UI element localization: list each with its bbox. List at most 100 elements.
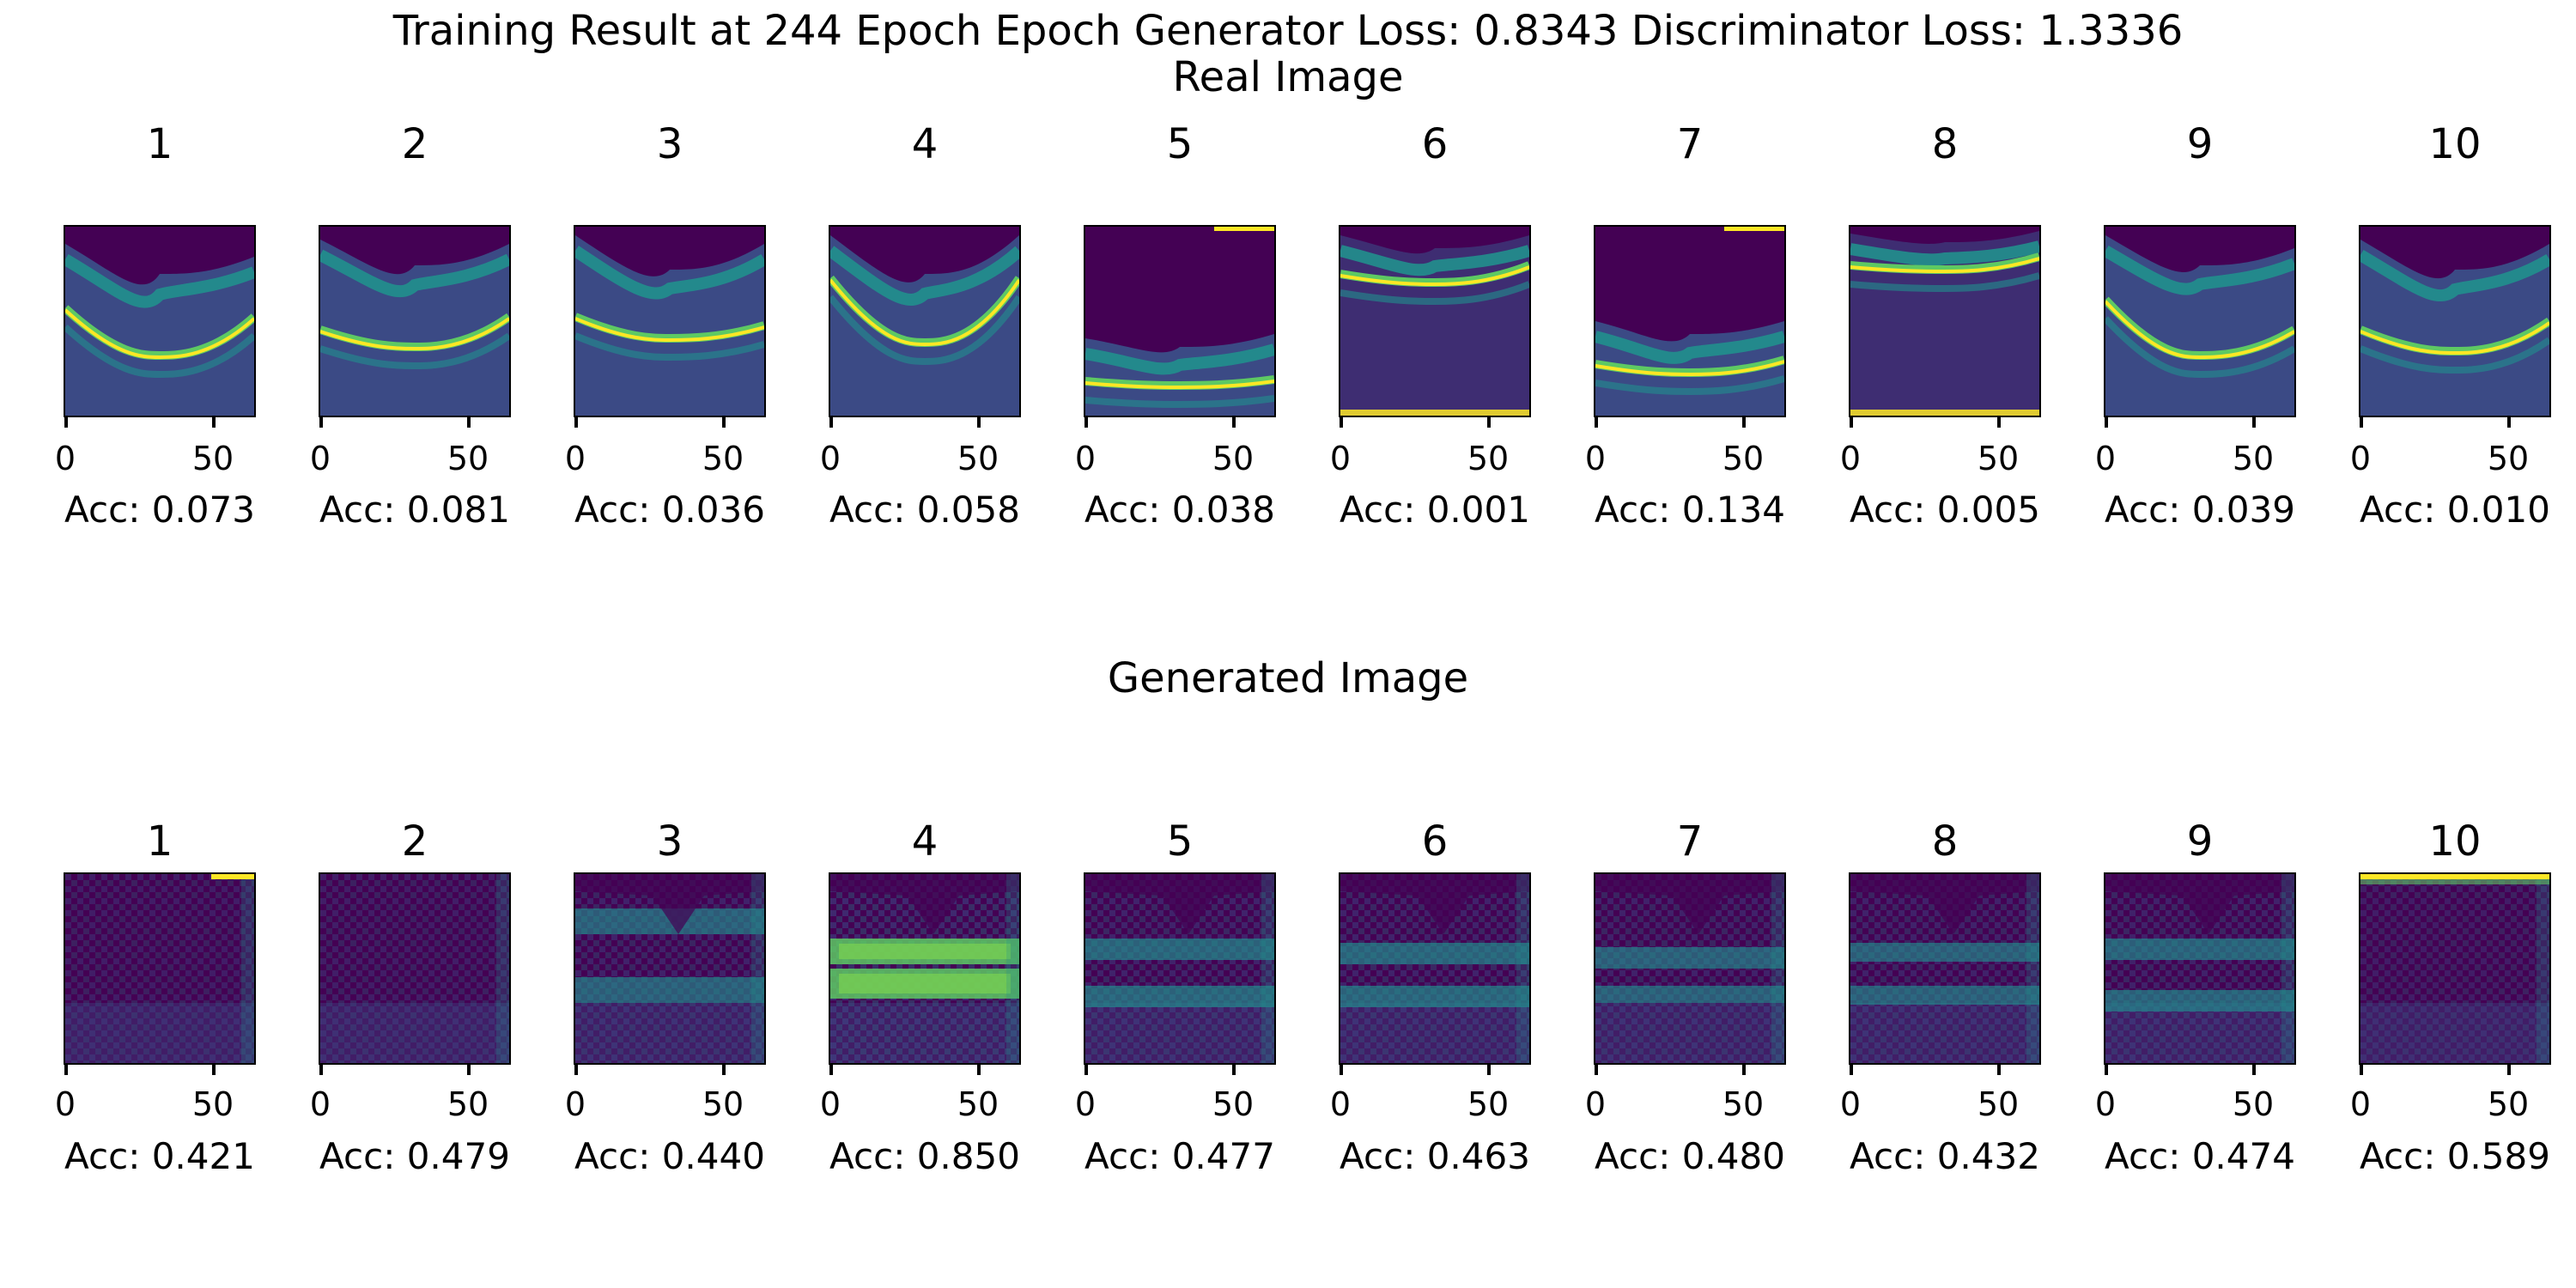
accuracy-label: Acc: 0.477: [1084, 1135, 1275, 1177]
generated-image-panel: [829, 872, 1021, 1065]
oct-scan-image: [320, 227, 509, 416]
real-image-panel: [1339, 225, 1531, 417]
x-axis-tick: [977, 417, 981, 428]
x-tick-label: 50: [2232, 1085, 2275, 1123]
x-tick-label: 0: [2349, 440, 2372, 477]
generated-scan-image: [830, 874, 1019, 1063]
x-axis-tick: [1487, 1065, 1491, 1075]
accuracy-label: Acc: 0.432: [1850, 1135, 2040, 1177]
x-axis-tick: [1084, 417, 1088, 428]
x-tick-label: 0: [1584, 440, 1607, 477]
x-axis-tick: [1340, 417, 1343, 428]
x-tick-label: 0: [1074, 440, 1097, 477]
x-tick-label: 0: [2094, 1085, 2117, 1123]
real-image-panel: [319, 225, 511, 417]
x-axis-tick: [64, 417, 68, 428]
x-tick-label: 50: [2487, 1085, 2530, 1123]
real-image-panel: [1849, 225, 2041, 417]
x-axis-tick: [574, 417, 578, 428]
generated-image-panel: [2104, 872, 2296, 1065]
generated-scan-image: [2360, 874, 2549, 1063]
panel-number: 10: [2428, 817, 2482, 866]
accuracy-label: Acc: 0.474: [2105, 1135, 2295, 1177]
accuracy-label: Acc: 0.038: [1084, 489, 1275, 531]
panel-number: 7: [1676, 120, 1704, 168]
panel-number: 8: [1931, 817, 1959, 866]
accuracy-label: Acc: 0.073: [64, 489, 255, 531]
real-image-panel: [2104, 225, 2296, 417]
panel-number: 7: [1676, 817, 1704, 866]
panel-number: 5: [1166, 120, 1194, 168]
panel-number: 3: [656, 817, 683, 866]
x-axis-tick: [829, 1065, 833, 1075]
panel-number: 2: [401, 817, 428, 866]
x-tick-label: 0: [54, 1085, 76, 1123]
x-axis-tick: [2105, 1065, 2108, 1075]
oct-scan-image: [1850, 227, 2039, 416]
oct-scan-image: [830, 227, 1019, 416]
x-tick-label: 0: [819, 440, 841, 477]
accuracy-label: Acc: 0.850: [829, 1135, 1020, 1177]
x-axis-tick: [1742, 1065, 1746, 1075]
accuracy-label: Acc: 0.036: [574, 489, 765, 531]
x-axis-tick: [1340, 1065, 1343, 1075]
oct-scan-image: [1340, 227, 1529, 416]
accuracy-label: Acc: 0.440: [574, 1135, 765, 1177]
x-tick-label: 0: [564, 440, 586, 477]
x-tick-label: 0: [1839, 1085, 1862, 1123]
x-tick-label: 0: [309, 1085, 331, 1123]
panel-number: 5: [1166, 817, 1194, 866]
panel-number: 3: [656, 120, 683, 168]
panel-number: 1: [146, 817, 173, 866]
panel-number: 9: [2186, 120, 2214, 168]
generated-image-panel: [1084, 872, 1276, 1065]
x-axis-tick: [2252, 1065, 2256, 1075]
x-tick-label: 50: [191, 440, 234, 477]
generated-scan-image: [65, 874, 254, 1063]
x-tick-label: 50: [702, 1085, 744, 1123]
x-tick-label: 0: [1329, 1085, 1352, 1123]
x-tick-label: 50: [957, 440, 999, 477]
x-tick-label: 50: [1212, 1085, 1255, 1123]
accuracy-label: Acc: 0.589: [2360, 1135, 2550, 1177]
x-tick-label: 50: [1467, 440, 1510, 477]
generated-scan-image: [320, 874, 509, 1063]
generated-scan-image: [1850, 874, 2039, 1063]
accuracy-label: Acc: 0.421: [64, 1135, 255, 1177]
x-tick-label: 0: [2349, 1085, 2372, 1123]
x-tick-label: 0: [309, 440, 331, 477]
x-tick-label: 0: [564, 1085, 586, 1123]
generated-scan-image: [575, 874, 764, 1063]
x-axis-tick: [722, 1065, 726, 1075]
x-tick-label: 50: [1212, 440, 1255, 477]
panel-number: 4: [911, 120, 939, 168]
accuracy-label: Acc: 0.480: [1595, 1135, 1785, 1177]
x-axis-tick: [467, 417, 471, 428]
oct-scan-image: [575, 227, 764, 416]
oct-scan-image: [1595, 227, 1784, 416]
x-tick-label: 0: [819, 1085, 841, 1123]
x-axis-tick: [829, 417, 833, 428]
generated-image-panel: [2359, 872, 2551, 1065]
x-tick-label: 50: [447, 440, 489, 477]
x-axis-tick: [2360, 417, 2363, 428]
x-tick-label: 50: [1467, 1085, 1510, 1123]
x-tick-label: 0: [1074, 1085, 1097, 1123]
generated-image-panel: [64, 872, 256, 1065]
accuracy-label: Acc: 0.058: [829, 489, 1020, 531]
panel-number: 10: [2428, 120, 2482, 168]
x-tick-label: 50: [702, 440, 744, 477]
generated-scan-image: [1340, 874, 1529, 1063]
x-tick-label: 50: [191, 1085, 234, 1123]
real-image-panel: [829, 225, 1021, 417]
section-title: Real Image: [1172, 53, 1404, 101]
generated-scan-image: [1595, 874, 1784, 1063]
x-axis-tick: [2105, 417, 2108, 428]
panel-number: 9: [2186, 817, 2214, 866]
oct-scan-image: [65, 227, 254, 416]
x-tick-label: 0: [1584, 1085, 1607, 1123]
x-axis-tick: [319, 417, 323, 428]
x-tick-label: 50: [1722, 1085, 1765, 1123]
x-axis-tick: [722, 417, 726, 428]
x-axis-tick: [1084, 1065, 1088, 1075]
